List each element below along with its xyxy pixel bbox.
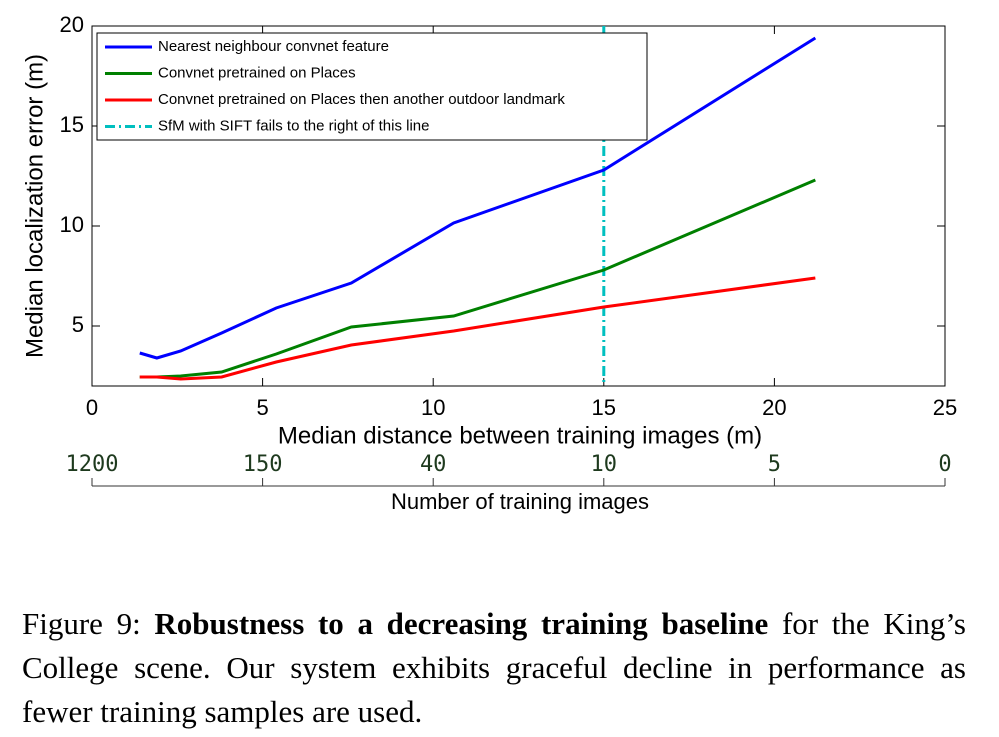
- caption-text: for the King’s College scene. Our system…: [22, 606, 966, 729]
- y-tick-label: 15: [60, 112, 84, 137]
- secondary-tick-label: 1200: [66, 452, 119, 477]
- x-axis-label: Median distance between training images …: [278, 422, 762, 449]
- y-tick-label: 10: [60, 212, 84, 237]
- y-tick-label: 20: [60, 12, 84, 37]
- y-axis-label: Median localization error (m): [21, 54, 48, 358]
- legend-label: Nearest neighbour convnet feature: [158, 38, 389, 55]
- secondary-tick-label: 150: [243, 452, 283, 477]
- y-tick-label: 5: [72, 312, 84, 337]
- x-tick-label: 5: [256, 395, 268, 420]
- secondary-tick-label: 40: [420, 452, 447, 477]
- data-line: [139, 276, 816, 381]
- x-tick-label: 15: [592, 395, 616, 420]
- x-tick-label: 25: [933, 395, 957, 420]
- secondary-axis-label: Number of training images: [391, 489, 649, 514]
- caption-label: Figure 9:: [22, 606, 141, 641]
- secondary-tick-label: 5: [768, 452, 781, 477]
- legend-label: SfM with SIFT fails to the right of this…: [158, 117, 430, 134]
- data-line: [139, 178, 816, 379]
- caption-bold: Robustness to a decreasing training base…: [154, 606, 769, 641]
- data-line: [139, 36, 817, 360]
- legend-box: [96, 32, 648, 141]
- legend-label: Convnet pretrained on Places: [158, 64, 356, 81]
- caption: Figure 9: Robustness to a decreasing tra…: [22, 602, 966, 734]
- plot-frame: [91, 25, 946, 387]
- secondary-tick-label: 10: [591, 452, 618, 477]
- x-tick-label: 20: [762, 395, 786, 420]
- x-tick-label: 0: [86, 395, 98, 420]
- legend-label: Convnet pretrained on Places then anothe…: [158, 91, 565, 108]
- x-tick-label: 10: [421, 395, 445, 420]
- secondary-tick-label: 0: [938, 452, 951, 477]
- chart: Median distance between training images …: [21, 12, 957, 514]
